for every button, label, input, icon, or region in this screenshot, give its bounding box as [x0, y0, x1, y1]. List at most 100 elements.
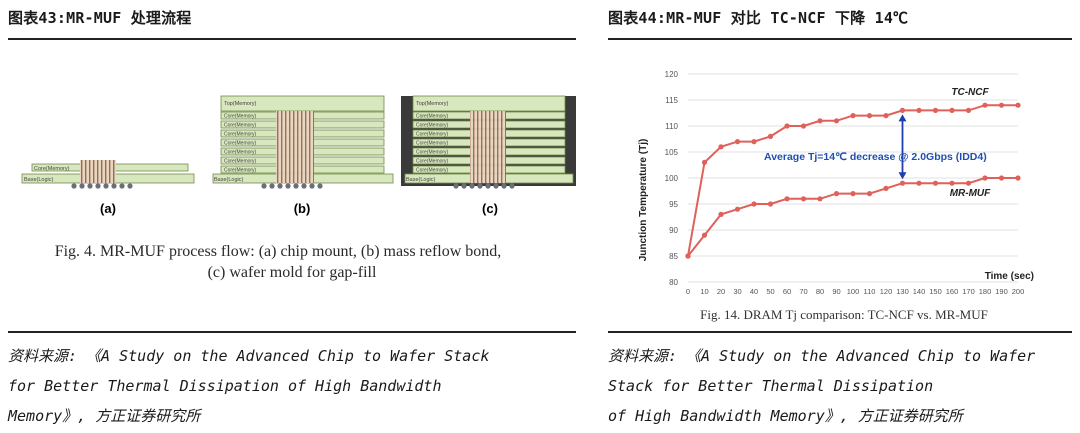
data-point — [998, 175, 1005, 181]
core-label: Core(Memory) — [224, 150, 257, 156]
data-point — [866, 113, 873, 119]
data-point — [998, 102, 1005, 108]
data-point — [800, 196, 807, 202]
data-point — [718, 144, 724, 150]
y-axis-label: Junction Temperature (Tj) — [638, 139, 649, 262]
diagram-c: Top(Memory) Base(Logic) (c) Core(Memory)… — [401, 95, 576, 216]
core-label: Core(Memory) — [416, 159, 449, 165]
core-label: Core(Memory) — [224, 123, 257, 129]
data-point — [850, 113, 856, 119]
data-point — [817, 118, 823, 124]
data-point — [899, 107, 906, 113]
figure-43-title: 图表43:MR-MUF 处理流程 — [8, 9, 192, 27]
y-tick-label: 95 — [669, 200, 678, 209]
y-tick-label: 110 — [665, 122, 678, 131]
diagram-b: Top(Memory) Base(Logic) (b) Core(Memory)… — [212, 95, 394, 216]
top-label: Top(Memory) — [416, 101, 449, 107]
data-point — [866, 191, 873, 197]
x-tick-label: 90 — [832, 287, 840, 296]
x-tick-label: 100 — [847, 287, 860, 296]
x-tick-label: 160 — [946, 287, 959, 296]
tj-comparison-chart: 80 85 90 95 100 105 110 115 120 0 10 20 30 40 50 60 70 8… — [638, 70, 1034, 322]
data-point — [833, 118, 840, 124]
data-point — [751, 201, 757, 207]
data-point — [751, 139, 757, 145]
diagram-caption-line1: Fig. 4. MR-MUF process flow: (a) chip mo… — [55, 243, 502, 260]
core-label: Core(Memory) — [224, 159, 257, 165]
data-point — [784, 123, 790, 129]
data-point — [1015, 102, 1021, 108]
bottom-rule — [8, 331, 576, 333]
figure-44-title: 图表44:MR-MUF 对比 TC-NCF 下降 14℃ — [608, 9, 909, 27]
data-point — [767, 133, 774, 139]
label-a: (a) — [100, 201, 116, 216]
x-tick-label: 150 — [929, 287, 942, 296]
data-point — [932, 107, 939, 113]
data-point — [734, 206, 741, 212]
y-tick-label: 85 — [669, 252, 678, 261]
figure-43-source: 资料来源: 《A Study on the Advanced Chip to W… — [8, 347, 490, 425]
data-point — [718, 211, 724, 217]
base-label: Base(Logic) — [24, 177, 54, 183]
data-point — [899, 180, 906, 186]
x-axis-label: Time (sec) — [985, 271, 1034, 282]
y-tick-label: 115 — [665, 96, 678, 105]
diagram-a: Core(Memory) Base(Logic) (a) — [21, 160, 195, 216]
x-tick-label: 180 — [979, 287, 992, 296]
diagram-caption-line2: (c) wafer mold for gap-fill — [208, 264, 377, 281]
x-tick-label: 50 — [766, 287, 774, 296]
core-label: Core(Memory) — [416, 168, 449, 174]
data-point — [883, 113, 889, 119]
y-tick-label: 105 — [665, 148, 679, 157]
data-point — [800, 123, 807, 129]
x-tick-label: 110 — [864, 287, 876, 296]
x-tick-label: 70 — [799, 287, 807, 296]
x-tick-label: 10 — [700, 287, 708, 296]
x-tick-label: 0 — [686, 287, 690, 296]
y-tick-label: 120 — [665, 70, 679, 79]
data-point — [850, 191, 856, 197]
data-point — [883, 185, 889, 191]
top-rule — [8, 38, 576, 40]
data-point — [932, 180, 939, 186]
data-point — [949, 180, 955, 186]
data-point — [1015, 175, 1021, 181]
core-label: Core(Memory) — [224, 114, 257, 120]
arrow-head-up — [898, 114, 907, 122]
x-tick-label: 140 — [913, 287, 926, 296]
chart-annotation: Average Tj=14℃ decrease @ 2.0Gbps (IDD4) — [764, 151, 987, 163]
x-tick-label: 80 — [816, 287, 824, 296]
core-label: Core(Memory) — [224, 141, 257, 147]
data-point — [734, 139, 741, 145]
x-tick-label: 170 — [962, 287, 975, 296]
core-label: Core(Memory) — [416, 150, 449, 156]
data-point — [701, 232, 708, 238]
top-label: Top(Memory) — [224, 101, 257, 107]
data-point — [767, 201, 774, 207]
x-tick-label: 120 — [880, 287, 893, 296]
bottom-rule — [608, 331, 1072, 333]
core-label: Core(Memory) — [416, 123, 449, 129]
data-point — [916, 180, 922, 186]
core-label: Core(Memory) — [416, 132, 449, 138]
x-tick-label: 190 — [995, 287, 1008, 296]
x-tick-label: 30 — [733, 287, 741, 296]
x-tick-label: 60 — [783, 287, 791, 296]
x-tick-label: 20 — [717, 287, 725, 296]
series-label: TC-NCF — [951, 87, 989, 98]
data-point — [701, 159, 708, 165]
chart-caption: Fig. 14. DRAM Tj comparison: TC-NCF vs. … — [700, 307, 988, 322]
data-point — [965, 180, 972, 186]
x-tick-label: 200 — [1012, 287, 1025, 296]
data-point — [784, 196, 790, 202]
base-label: Base(Logic) — [214, 177, 244, 183]
arrow-head-down — [898, 172, 907, 180]
data-point — [982, 102, 988, 108]
data-point — [965, 107, 972, 113]
core-label: Core(Memory) — [224, 132, 257, 138]
y-tick-label: 90 — [669, 226, 678, 235]
x-tick-label: 40 — [750, 287, 758, 296]
data-point — [949, 107, 955, 113]
series-label: MR-MUF — [950, 188, 991, 199]
core-label: Core(Memory) — [224, 168, 257, 174]
